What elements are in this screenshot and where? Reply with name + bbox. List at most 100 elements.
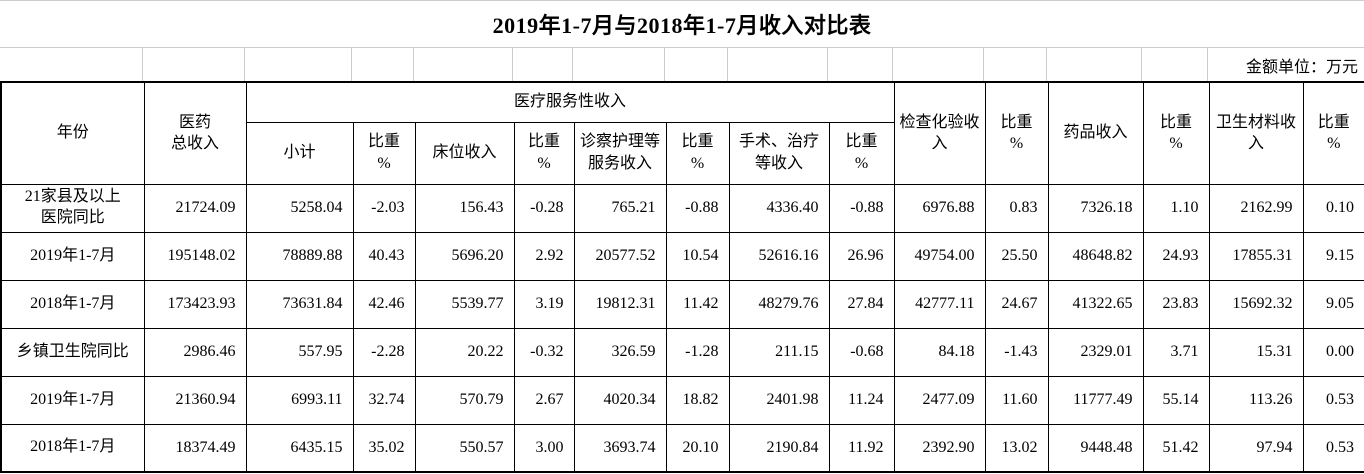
col-header-material-income: 卫生材料收 入 <box>1208 81 1304 185</box>
col-group-medical-service-income: 医疗服务性收入 <box>245 81 895 123</box>
value-cell: 9.15 <box>1302 231 1364 281</box>
row-label: 2018年1-7月 <box>0 279 145 329</box>
col-header-surgery-share: 比重 % <box>828 121 895 185</box>
row-label: 2019年1-7月 <box>0 231 145 281</box>
value-cell: -0.28 <box>513 183 575 233</box>
title-bar: 2019年1-7月与2018年1-7月收入对比表 <box>0 1 1364 48</box>
value-cell: 40.43 <box>352 231 416 281</box>
value-cell: 0.53 <box>1302 375 1364 425</box>
col-header-subtotal: 小计 <box>245 121 354 185</box>
col-header-nursing-share: 比重 % <box>665 121 730 185</box>
value-cell: -0.68 <box>828 327 895 377</box>
grid-cell <box>0 48 143 81</box>
col-header-drug-income: 药品收入 <box>1047 81 1144 185</box>
value-cell: 24.93 <box>1142 231 1210 281</box>
value-cell: 97.94 <box>1208 423 1304 473</box>
value-cell: -1.28 <box>665 327 730 377</box>
grid-cell <box>1047 48 1142 81</box>
grid-cell <box>1142 48 1208 81</box>
value-cell: 5539.77 <box>414 279 515 329</box>
value-cell: 1.10 <box>1142 183 1210 233</box>
value-cell: 2477.09 <box>893 375 986 425</box>
value-cell: 21360.94 <box>143 375 247 425</box>
row-label: 乡镇卫生院同比 <box>0 327 145 377</box>
grid-cell <box>984 48 1047 81</box>
value-cell: -2.03 <box>352 183 416 233</box>
value-cell: 55.14 <box>1142 375 1210 425</box>
value-cell: 3693.74 <box>573 423 667 473</box>
value-cell: 0.83 <box>984 183 1049 233</box>
col-header-drug-share: 比重 % <box>1142 81 1210 185</box>
value-cell: 6993.11 <box>245 375 354 425</box>
value-cell: 4336.40 <box>728 183 830 233</box>
income-comparison-table: 年份 医药 总收入 医疗服务性收入 检查化验收 入 比重 % 药品收入 比重 %… <box>0 81 1364 473</box>
value-cell: 10.54 <box>665 231 730 281</box>
col-header-exam-lab-income: 检查化验收 入 <box>893 81 986 185</box>
grid-cell <box>828 48 893 81</box>
value-cell: 13.02 <box>984 423 1049 473</box>
value-cell: 9448.48 <box>1047 423 1144 473</box>
col-header-material-share: 比重 % <box>1302 81 1364 185</box>
value-cell: 2190.84 <box>728 423 830 473</box>
value-cell: 156.43 <box>414 183 515 233</box>
value-cell: 17855.31 <box>1208 231 1304 281</box>
value-cell: 25.50 <box>984 231 1049 281</box>
value-cell: 48648.82 <box>1047 231 1144 281</box>
value-cell: 326.59 <box>573 327 667 377</box>
grid-cell <box>893 48 984 81</box>
value-cell: 41322.65 <box>1047 279 1144 329</box>
value-cell: 0.00 <box>1302 327 1364 377</box>
value-cell: -0.32 <box>513 327 575 377</box>
value-cell: 15692.32 <box>1208 279 1304 329</box>
value-cell: 2986.46 <box>143 327 247 377</box>
value-cell: 211.15 <box>728 327 830 377</box>
value-cell: 2329.01 <box>1047 327 1144 377</box>
value-cell: 2162.99 <box>1208 183 1304 233</box>
value-cell: 570.79 <box>414 375 515 425</box>
value-cell: 11777.49 <box>1047 375 1144 425</box>
value-cell: 21724.09 <box>143 183 247 233</box>
value-cell: 49754.00 <box>893 231 986 281</box>
value-cell: 11.24 <box>828 375 895 425</box>
value-cell: 3.71 <box>1142 327 1210 377</box>
value-cell: 23.83 <box>1142 279 1210 329</box>
value-cell: 32.74 <box>352 375 416 425</box>
table-row: 2019年1-7月 21360.94 6993.11 32.74 570.79 … <box>0 375 1364 425</box>
value-cell: 2401.98 <box>728 375 830 425</box>
value-cell: -2.28 <box>352 327 416 377</box>
grid-cell <box>352 48 414 81</box>
value-cell: -0.88 <box>665 183 730 233</box>
value-cell: 550.57 <box>414 423 515 473</box>
grid-cell <box>143 48 245 81</box>
col-header-total-income: 医药 总收入 <box>143 81 247 185</box>
value-cell: 6976.88 <box>893 183 986 233</box>
value-cell: 18.82 <box>665 375 730 425</box>
col-header-subtotal-share: 比重 % <box>352 121 416 185</box>
table-row: 2019年1-7月 195148.02 78889.88 40.43 5696.… <box>0 231 1364 281</box>
unit-note-row: 金额单位：万元 <box>0 48 1364 81</box>
value-cell: 6435.15 <box>245 423 354 473</box>
value-cell: 20.22 <box>414 327 515 377</box>
table-body: 21家县及以上 医院同比 21724.09 5258.04 -2.03 156.… <box>0 183 1364 473</box>
table-row: 21家县及以上 医院同比 21724.09 5258.04 -2.03 156.… <box>0 183 1364 233</box>
value-cell: 195148.02 <box>143 231 247 281</box>
value-cell: 11.60 <box>984 375 1049 425</box>
value-cell: 35.02 <box>352 423 416 473</box>
value-cell: 557.95 <box>245 327 354 377</box>
value-cell: 19812.31 <box>573 279 667 329</box>
unit-note: 金额单位：万元 <box>1245 58 1358 76</box>
value-cell: 78889.88 <box>245 231 354 281</box>
col-header-nursing-income: 诊察护理等 服务收入 <box>573 121 667 185</box>
row-label: 2018年1-7月 <box>0 423 145 473</box>
col-header-year: 年份 <box>0 81 145 185</box>
col-header-exam-lab-share: 比重 % <box>984 81 1049 185</box>
grid-cell <box>513 48 573 81</box>
value-cell: 113.26 <box>1208 375 1304 425</box>
value-cell: 20577.52 <box>573 231 667 281</box>
value-cell: 3.19 <box>513 279 575 329</box>
value-cell: 84.18 <box>893 327 986 377</box>
value-cell: 20.10 <box>665 423 730 473</box>
grid-cell <box>573 48 665 81</box>
table-row: 2018年1-7月 173423.93 73631.84 42.46 5539.… <box>0 279 1364 329</box>
